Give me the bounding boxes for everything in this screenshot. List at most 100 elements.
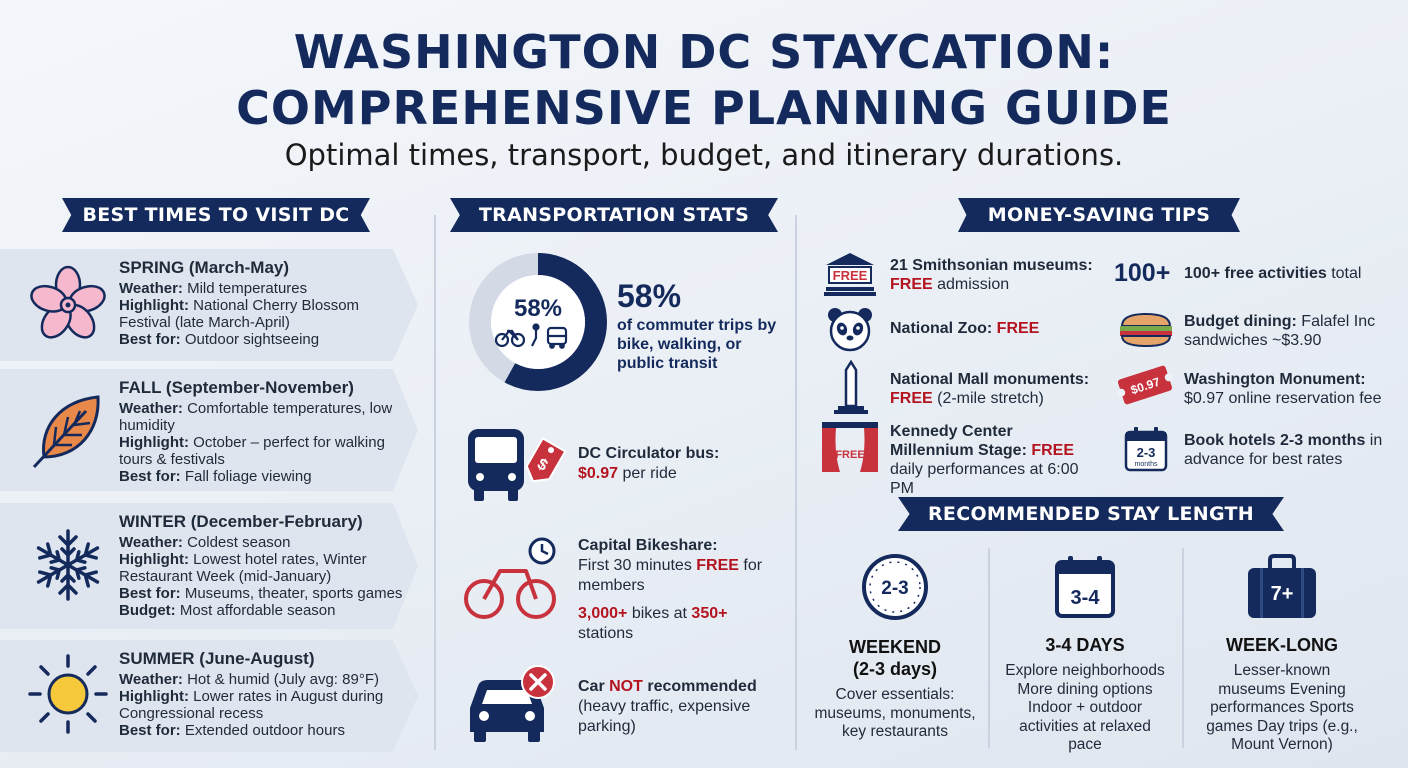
- stay-divider-2: [1182, 548, 1184, 748]
- line-text: Fall foliage viewing: [180, 468, 312, 485]
- season-card-fall: FALL (September-November) Weather: Comfo…: [0, 369, 418, 491]
- circulator-rest: per ride: [618, 465, 677, 482]
- stay-desc: Lesser-known museums Evening performance…: [1206, 662, 1358, 753]
- tip-kennedy: Kennedy Center Millennium Stage: FREE da…: [890, 422, 1100, 498]
- line-label: Weather:: [119, 534, 183, 551]
- circulator-text: DC Circulator bus: $0.97 per ride: [578, 444, 778, 484]
- tip-hotels: Book hotels 2-3 months in advance for be…: [1184, 431, 1394, 469]
- bikeshare-stations: 350+: [691, 605, 728, 622]
- circulator-price: $0.97: [578, 465, 619, 482]
- car-post: recommended: [642, 678, 757, 695]
- title-line-2: COMPREHENSIVE PLANNING GUIDE: [236, 81, 1172, 135]
- stay-option-weekend: 2-3 WEEKEND (2-3 days) Cover essentials:…: [802, 548, 988, 742]
- stage-free-badge: FREE: [835, 449, 864, 461]
- tip-red: FREE: [1026, 442, 1075, 459]
- car-icon: [470, 665, 555, 742]
- calendar-icon: 3-4: [1055, 556, 1115, 618]
- divider-left: [434, 215, 436, 750]
- transit-stat-text: of commuter trips by bike, walking, or p…: [617, 317, 777, 372]
- bikeshare-line: for members: [578, 557, 763, 594]
- museum-free-badge: FREE: [833, 268, 868, 283]
- tip-rest: Falafel Inc sandwiches ~$3.90: [1184, 313, 1376, 349]
- line-text: Extended outdoor hours: [180, 722, 345, 739]
- line-text: Lowest hotel rates, Winter Restaurant We…: [119, 551, 367, 585]
- divider-right: [795, 215, 797, 750]
- tip-bold: 21 Smithsonian museums:: [890, 257, 1093, 274]
- stay-heading: RECOMMENDED STAY LENGTH: [898, 497, 1284, 531]
- line-text: Most affordable season: [175, 602, 336, 619]
- tip-rest: admission: [932, 276, 1010, 293]
- car-text: Car NOT recommended (heavy traffic, expe…: [578, 677, 778, 737]
- line-label: Highlight:: [119, 434, 189, 451]
- line-text: Mild temperatures: [182, 280, 308, 297]
- car-note: (heavy traffic, expensive parking): [578, 698, 751, 735]
- theater-stage-icon: FREE: [822, 422, 878, 472]
- clock-icon: [528, 537, 556, 565]
- stay-option-3-4-days: 3-4 3-4 DAYS Explore neighborhoods More …: [992, 548, 1178, 755]
- stay-badge: 7+: [1271, 583, 1294, 605]
- line-label: Best for:: [119, 722, 181, 739]
- ticket-icon: $0.97: [1117, 365, 1173, 405]
- tip-bold: National Zoo:: [890, 320, 993, 337]
- season-card-spring: SPRING (March-May) Weather: Mild tempera…: [0, 249, 418, 361]
- bus-icon: $: [468, 429, 567, 501]
- 100-plus-badge: 100+: [1114, 259, 1171, 287]
- line-label: Weather:: [119, 671, 183, 688]
- line-text: National Cherry Blossom Festival (late M…: [119, 297, 360, 331]
- tip-rest: daily performances at 6:00 PM: [890, 461, 1079, 497]
- snowflake-icon: [36, 529, 100, 601]
- transit-donut-chart: 58%: [469, 253, 607, 391]
- sandwich-icon: [1120, 312, 1172, 348]
- museum-icon: FREE: [824, 253, 876, 296]
- calendar-icon: 2-3 months: [1124, 427, 1168, 472]
- tip-monuments: National Mall monuments: FREE (2-mile str…: [890, 370, 1100, 408]
- page-subtitle: Optimal times, transport, budget, and it…: [284, 138, 1124, 172]
- line-text: Comfortable temperatures, low humidity: [119, 400, 393, 434]
- line-label: Highlight:: [119, 551, 189, 568]
- stay-label: 3-4 DAYS: [1045, 635, 1125, 655]
- tip-rest: in advance for best rates: [1184, 432, 1383, 468]
- tip-red: FREE: [890, 390, 933, 407]
- line-label: Best for:: [119, 468, 181, 485]
- suitcase-icon: 7+: [1248, 554, 1316, 618]
- tip-red: FREE: [992, 320, 1040, 337]
- line-text: Coldest season: [182, 534, 291, 551]
- clock-icon: 2-3: [862, 554, 928, 620]
- season-text-winter: WINTER (December-February) Weather: Cold…: [119, 511, 409, 619]
- line-label: Best for:: [119, 585, 181, 602]
- bikeshare-end: stations: [578, 625, 634, 642]
- tip-smithsonian: 21 Smithsonian museums: FREE admission: [890, 256, 1100, 294]
- season-name: SUMMER (June-August): [119, 649, 315, 668]
- line-text: October – perfect for walking tours & fe…: [119, 434, 385, 468]
- tip-zoo: National Zoo: FREE: [890, 319, 1100, 338]
- stay-badge: 3-4: [1071, 587, 1101, 609]
- line-text: Lower rates in August during Congression…: [119, 688, 384, 722]
- stay-desc: Explore neighborhoods More dining option…: [1005, 662, 1165, 753]
- season-text-spring: SPRING (March-May) Weather: Mild tempera…: [119, 257, 409, 348]
- season-text-summer: SUMMER (June-August) Weather: Hot & humi…: [119, 648, 409, 739]
- stay-desc: Cover essentials: museums, monuments, ke…: [814, 686, 976, 740]
- car-not: NOT: [609, 678, 643, 695]
- tip-bold: National Mall monuments:: [890, 371, 1090, 388]
- line-label: Budget:: [119, 602, 176, 619]
- tip-bold: Book hotels 2-3 months: [1184, 432, 1366, 449]
- transit-stat-big: 58%: [617, 278, 682, 314]
- best-times-heading: BEST TIMES TO VISIT DC: [62, 198, 370, 232]
- transport-heading: TRANSPORTATION STATS: [450, 198, 778, 232]
- donut-label: 58%: [514, 295, 562, 322]
- tip-red: FREE: [890, 276, 933, 293]
- stay-label: WEEK-LONG: [1226, 635, 1338, 655]
- line-label: Highlight:: [119, 688, 189, 705]
- stay-label: WEEKEND (2-3 days): [848, 637, 941, 679]
- stay-option-week-long: 7+ WEEK-LONG Lesser-known museums Evenin…: [1186, 548, 1378, 755]
- calendar-value: 2-3: [1137, 445, 1156, 460]
- no-x-icon: [521, 665, 555, 699]
- monument-icon: [834, 360, 868, 414]
- line-label: Highlight:: [119, 297, 189, 314]
- bikeshare-bikes: 3,000+: [578, 605, 628, 622]
- autumn-leaf-icon: [32, 395, 100, 469]
- calendar-unit: months: [1135, 461, 1158, 468]
- tip-dining: Budget dining: Falafel Inc sandwiches ~$…: [1184, 312, 1394, 350]
- line-label: Best for:: [119, 331, 181, 348]
- stay-badge: 2-3: [881, 578, 908, 599]
